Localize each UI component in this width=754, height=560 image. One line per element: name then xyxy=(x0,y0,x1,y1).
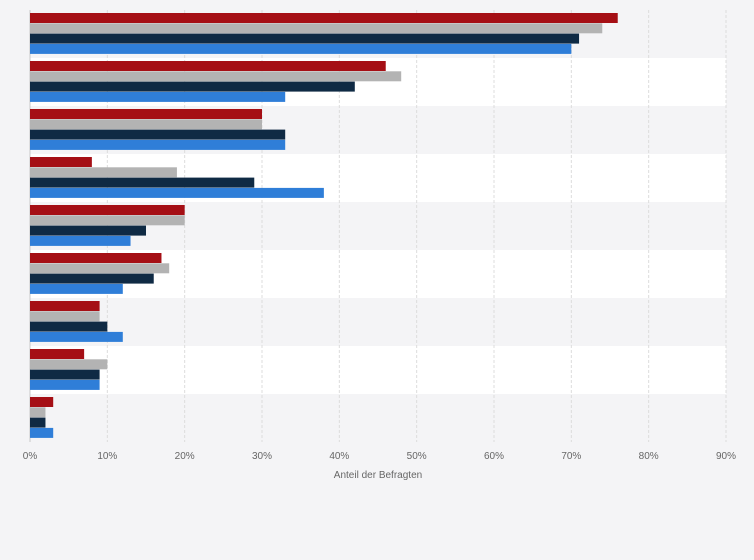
x-tick-labels: 0% 10% 20% 30% 40% 50% 60% 70% 80% 90% xyxy=(23,451,736,462)
bar-series-4[interactable] xyxy=(30,427,54,438)
bar-series-4[interactable] xyxy=(30,331,123,342)
x-tick-label: 90% xyxy=(716,451,736,462)
bar-series-4[interactable] xyxy=(30,235,131,246)
bar-series-4[interactable] xyxy=(30,379,100,390)
bars xyxy=(30,13,618,438)
bar-series-1[interactable] xyxy=(30,61,386,71)
x-tick-label: 20% xyxy=(175,451,195,462)
x-tick-label: 30% xyxy=(252,451,272,462)
x-tick-label: 60% xyxy=(484,451,504,462)
x-tick-label: 80% xyxy=(639,451,659,462)
bar-series-2[interactable] xyxy=(30,23,603,34)
bar-series-2[interactable] xyxy=(30,311,100,322)
bar-series-1[interactable] xyxy=(30,349,85,359)
bar-series-1[interactable] xyxy=(30,397,54,407)
category-band xyxy=(30,346,726,394)
bar-series-4[interactable] xyxy=(30,43,572,54)
bar-series-1[interactable] xyxy=(30,13,618,23)
bar-series-4[interactable] xyxy=(30,187,324,198)
bar-series-2[interactable] xyxy=(30,263,170,274)
bar-series-3[interactable] xyxy=(30,129,286,140)
bar-series-4[interactable] xyxy=(30,139,286,150)
x-tick-label: 70% xyxy=(561,451,581,462)
bar-series-3[interactable] xyxy=(30,33,580,44)
bar-series-2[interactable] xyxy=(30,407,46,418)
bar-series-2[interactable] xyxy=(30,167,177,178)
bar-series-1[interactable] xyxy=(30,157,92,167)
bar-series-1[interactable] xyxy=(30,109,262,119)
bar-series-3[interactable] xyxy=(30,417,46,428)
bar-series-2[interactable] xyxy=(30,119,262,130)
x-tick-label: 10% xyxy=(97,451,117,462)
x-tick-label: 50% xyxy=(407,451,427,462)
x-tick-label: 40% xyxy=(329,451,349,462)
bar-series-3[interactable] xyxy=(30,81,355,92)
bar-series-3[interactable] xyxy=(30,369,100,380)
bar-series-3[interactable] xyxy=(30,321,108,332)
x-axis-title: Anteil der Befragten xyxy=(334,470,422,481)
category-band xyxy=(30,298,726,346)
bar-series-1[interactable] xyxy=(30,205,185,215)
bar-series-3[interactable] xyxy=(30,225,146,236)
bar-series-2[interactable] xyxy=(30,359,108,370)
bar-series-4[interactable] xyxy=(30,283,123,294)
bar-series-4[interactable] xyxy=(30,91,286,102)
bar-series-2[interactable] xyxy=(30,71,402,82)
bar-series-1[interactable] xyxy=(30,301,100,311)
category-band xyxy=(30,394,726,442)
bar-series-2[interactable] xyxy=(30,215,185,226)
x-tick-label: 0% xyxy=(23,451,38,462)
bar-series-1[interactable] xyxy=(30,253,162,263)
bar-series-3[interactable] xyxy=(30,177,255,188)
bar-series-3[interactable] xyxy=(30,273,154,284)
